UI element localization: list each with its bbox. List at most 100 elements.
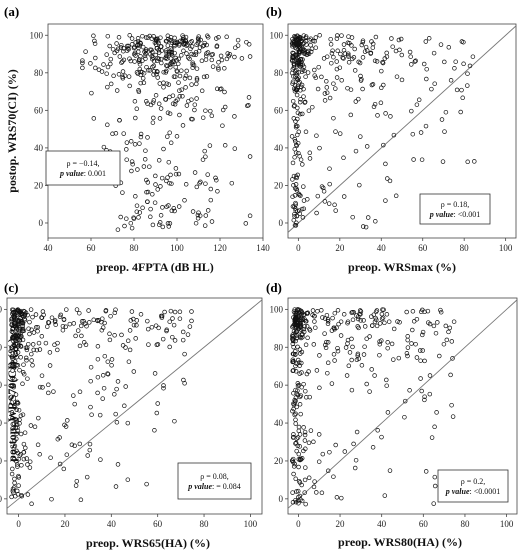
data-point <box>168 140 174 146</box>
data-point <box>301 326 307 332</box>
data-point <box>327 95 333 101</box>
data-point <box>404 309 409 315</box>
data-point <box>39 334 45 339</box>
data-point <box>301 184 306 189</box>
data-point <box>324 90 330 95</box>
data-point <box>104 71 109 76</box>
data-point <box>125 420 131 426</box>
data-point <box>345 85 350 91</box>
data-point <box>171 42 177 48</box>
data-point <box>197 180 202 186</box>
panel-letter: (c) <box>4 280 18 295</box>
data-point <box>161 146 166 152</box>
data-point <box>429 435 435 440</box>
data-point <box>148 206 153 212</box>
data-point <box>435 320 440 325</box>
panel-letter: (b) <box>266 4 282 19</box>
data-point <box>291 464 297 469</box>
data-point <box>155 187 160 192</box>
data-point <box>347 350 353 355</box>
data-point <box>143 47 149 52</box>
y-tick-label: 100 <box>270 30 284 40</box>
data-point <box>111 73 116 79</box>
data-point <box>132 142 138 147</box>
data-point <box>394 74 400 79</box>
data-point <box>344 373 350 378</box>
data-point <box>305 70 311 75</box>
data-point <box>10 360 15 366</box>
data-point <box>399 52 405 58</box>
data-point <box>387 178 393 184</box>
data-point <box>58 312 64 318</box>
data-point <box>224 34 229 40</box>
data-point <box>393 48 399 54</box>
data-point <box>381 142 386 148</box>
data-point <box>222 89 227 95</box>
data-point <box>372 101 378 107</box>
data-point <box>132 59 137 64</box>
data-point <box>149 47 154 53</box>
data-point <box>405 345 411 350</box>
data-point <box>174 68 180 73</box>
data-point <box>177 41 182 47</box>
data-point <box>350 317 356 323</box>
data-point <box>301 94 306 99</box>
data-point <box>159 175 165 181</box>
data-point <box>131 51 137 57</box>
y-tick-label: 20 <box>274 456 284 466</box>
data-point <box>312 73 317 78</box>
data-point <box>202 223 208 228</box>
data-point <box>29 358 34 363</box>
data-point <box>291 471 296 477</box>
data-point <box>37 347 43 352</box>
data-point <box>77 389 83 395</box>
data-point <box>134 203 140 208</box>
data-point <box>128 318 134 323</box>
data-point <box>467 63 473 69</box>
data-point <box>302 48 307 53</box>
data-point <box>10 375 15 381</box>
data-point <box>423 469 429 474</box>
data-point <box>203 181 208 186</box>
data-point <box>110 131 115 137</box>
data-point <box>209 113 215 119</box>
data-point <box>295 140 301 146</box>
data-point <box>369 367 374 372</box>
data-point <box>127 33 132 38</box>
data-point <box>182 76 188 81</box>
data-point <box>384 383 389 388</box>
data-point <box>31 347 36 353</box>
data-point <box>129 42 135 47</box>
data-point <box>134 70 140 75</box>
data-point <box>303 388 308 394</box>
data-point <box>151 72 156 77</box>
data-point <box>10 329 16 335</box>
data-point <box>298 193 303 198</box>
data-point <box>167 94 172 100</box>
data-point <box>324 79 329 84</box>
data-point <box>289 58 295 64</box>
data-point <box>315 193 321 199</box>
data-point <box>352 68 358 73</box>
data-point <box>127 328 133 333</box>
data-point <box>119 60 124 65</box>
data-point <box>15 425 20 430</box>
data-point <box>163 38 169 44</box>
data-point <box>13 341 19 347</box>
y-tick-label: 20 <box>34 180 44 190</box>
data-point <box>93 55 98 61</box>
data-point <box>298 309 303 315</box>
data-point <box>177 309 183 315</box>
data-point <box>316 459 322 464</box>
data-point <box>232 114 237 119</box>
data-point <box>367 334 372 339</box>
data-point <box>297 111 303 117</box>
x-tick-label: 0 <box>296 243 301 253</box>
data-point <box>109 363 114 368</box>
data-point <box>30 342 36 347</box>
data-point <box>12 476 17 482</box>
data-point <box>333 86 338 91</box>
data-point <box>448 78 454 83</box>
data-point <box>204 51 209 56</box>
data-point <box>292 222 298 228</box>
